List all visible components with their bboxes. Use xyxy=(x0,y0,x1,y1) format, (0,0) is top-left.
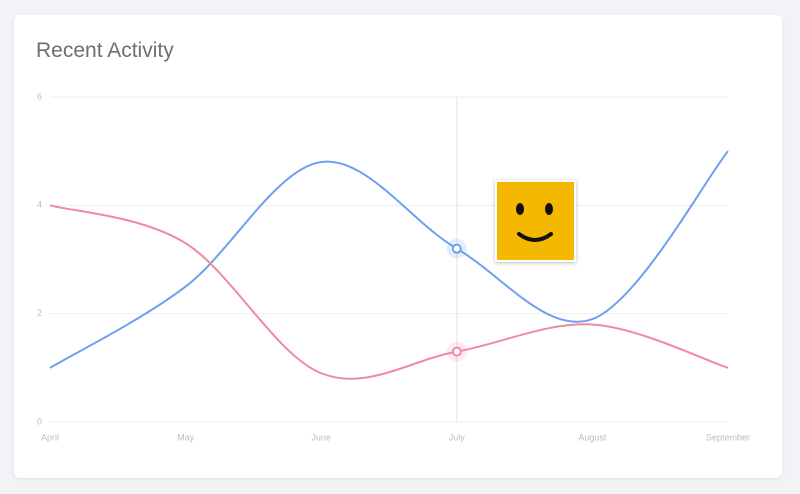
series-line xyxy=(49,150,729,369)
hover-point xyxy=(451,346,462,357)
series-line xyxy=(49,204,729,380)
y-tick-label: 4 xyxy=(37,200,42,210)
x-tick-label: September xyxy=(706,432,750,442)
x-tick-label: April xyxy=(41,432,59,442)
x-tick-label: June xyxy=(311,432,331,442)
emoji-overlay xyxy=(495,180,576,262)
card-title: Recent Activity xyxy=(36,39,174,62)
x-tick-label: July xyxy=(449,432,466,442)
card: Recent Activity xyxy=(14,15,782,478)
y-tick-label: 2 xyxy=(37,308,42,318)
x-tick-label: May xyxy=(177,432,195,442)
y-tick-label: 0 xyxy=(37,416,42,426)
y-tick-label: 6 xyxy=(37,91,42,101)
hover-point xyxy=(451,243,462,254)
x-tick-label: August xyxy=(578,432,607,442)
